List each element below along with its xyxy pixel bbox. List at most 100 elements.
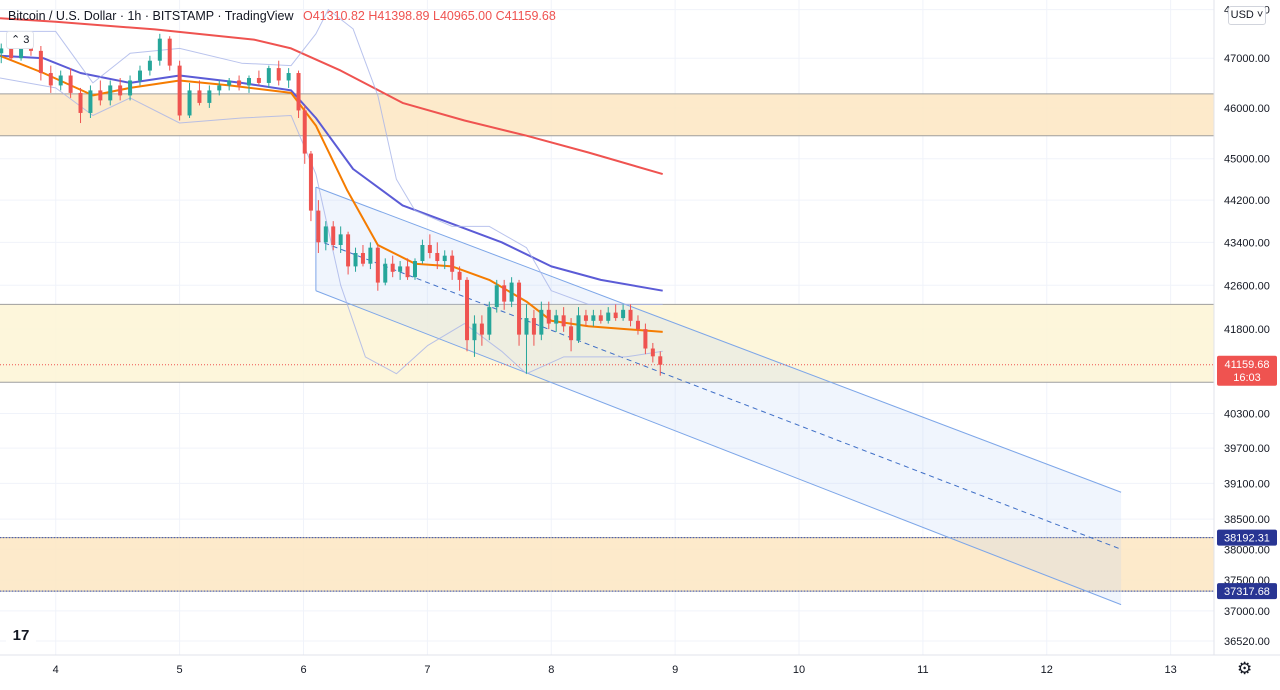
price-level-label: 38192.31 — [1224, 533, 1270, 545]
candle-body — [539, 309, 544, 335]
candle-body — [643, 329, 648, 349]
support-resistance-zone — [0, 93, 1214, 136]
candle-body — [375, 247, 380, 283]
candle-body — [128, 80, 133, 96]
candle-body — [569, 326, 574, 341]
candle-body — [308, 153, 313, 211]
candle-body — [472, 323, 477, 341]
moving-average-line — [0, 17, 663, 176]
candle-body — [296, 73, 301, 111]
candle-body — [368, 247, 373, 264]
candle-body — [157, 38, 162, 61]
gear-icon[interactable]: ⚙ — [1237, 659, 1253, 678]
logo-text: 17 — [12, 627, 30, 644]
candle-body — [621, 309, 626, 319]
candle-body — [276, 68, 281, 81]
candle-body — [286, 73, 291, 81]
x-tick-label: 9 — [672, 664, 678, 676]
candle-body — [546, 309, 551, 324]
candle-body — [398, 266, 403, 272]
ohlc-values: O41310.82 H41398.89 L40965.00 C41159.68 — [303, 9, 556, 23]
x-tick-label: 6 — [300, 664, 306, 676]
candle-body — [246, 77, 251, 86]
y-tick-label: 37000.00 — [1224, 606, 1270, 618]
candle-body — [256, 77, 261, 83]
candle-body — [227, 80, 232, 86]
countdown-label: 16:03 — [1233, 372, 1261, 384]
candle-body — [598, 315, 603, 321]
candle-body — [606, 312, 611, 321]
moving-average-line — [0, 54, 663, 292]
ohlc-low: L40965.00 — [433, 9, 493, 23]
y-tick-label: 42600.00 — [1224, 280, 1270, 292]
channel-upper-line — [315, 186, 1122, 493]
bollinger-band-line — [0, 9, 663, 305]
x-tick-label: 8 — [548, 664, 554, 676]
candle-body — [266, 68, 271, 83]
channel-lower-line — [315, 290, 1122, 606]
candle-body — [494, 285, 499, 308]
candle-body — [524, 318, 529, 335]
y-tick-label: 39100.00 — [1224, 478, 1270, 490]
y-tick-label: 44200.00 — [1224, 195, 1270, 207]
candle-body — [338, 234, 343, 245]
candle-body — [613, 312, 618, 319]
candle-body — [38, 50, 43, 74]
y-tick-label: 38500.00 — [1224, 514, 1270, 526]
chevron-up-icon: ⌃ — [11, 34, 21, 46]
candle-body — [517, 282, 522, 335]
candle-body — [457, 271, 462, 280]
indicators-count: 3 — [23, 34, 30, 46]
x-tick-label: 4 — [53, 664, 59, 676]
chevron-down-icon: ˅ — [1253, 9, 1264, 21]
candle-body — [576, 315, 581, 341]
price-level-label: 37317.68 — [1224, 586, 1270, 598]
x-tick-label: 5 — [177, 664, 183, 676]
indicators-toggle[interactable]: ⌃ 3 — [6, 31, 35, 49]
currency-button[interactable]: USD ˅ — [1228, 6, 1266, 25]
candle-body — [442, 255, 447, 262]
candle-body — [658, 356, 663, 365]
candle-body — [561, 315, 566, 327]
y-tick-label: 38000.00 — [1224, 544, 1270, 556]
x-tick-label: 11 — [917, 664, 928, 676]
candle-body — [450, 255, 455, 272]
tradingview-logo[interactable]: 17 — [6, 624, 36, 648]
candle-body — [628, 309, 633, 321]
candle-body — [88, 90, 93, 113]
candle-body — [405, 266, 410, 278]
candle-body — [502, 285, 507, 302]
candle-body — [435, 252, 440, 262]
candle-body — [323, 226, 328, 243]
candle-body — [360, 252, 365, 264]
candle-body — [554, 315, 559, 324]
candle-body — [177, 65, 182, 116]
candle-body — [137, 70, 142, 81]
candle-body — [591, 315, 596, 321]
candle-body — [465, 279, 470, 341]
candle-body — [531, 318, 536, 335]
currency-label: USD — [1230, 9, 1254, 21]
y-tick-label: 46000.00 — [1224, 103, 1270, 115]
ohlc-high: H41398.89 — [368, 9, 430, 23]
symbol-header: Bitcoin / U.S. Dollar · 1h · BITSTAMP · … — [8, 9, 556, 23]
y-tick-label: 41800.00 — [1224, 324, 1270, 336]
candle-body — [237, 80, 242, 86]
candle-body — [217, 85, 222, 91]
candle-body — [58, 75, 63, 86]
symbol-title[interactable]: Bitcoin / U.S. Dollar · 1h · BITSTAMP · … — [8, 9, 294, 23]
candle-body — [316, 210, 321, 243]
price-level-badge — [1217, 583, 1277, 600]
candle-body — [302, 110, 307, 154]
y-tick-label: 47000.00 — [1224, 53, 1270, 65]
candle-body — [635, 320, 640, 330]
candle-body — [9, 48, 14, 59]
candle-body — [346, 234, 351, 267]
candle-body — [427, 244, 432, 253]
x-tick-label: 7 — [424, 664, 430, 676]
candle-body — [331, 226, 336, 245]
candle-body — [650, 348, 655, 357]
price-level-badge — [1217, 529, 1277, 546]
